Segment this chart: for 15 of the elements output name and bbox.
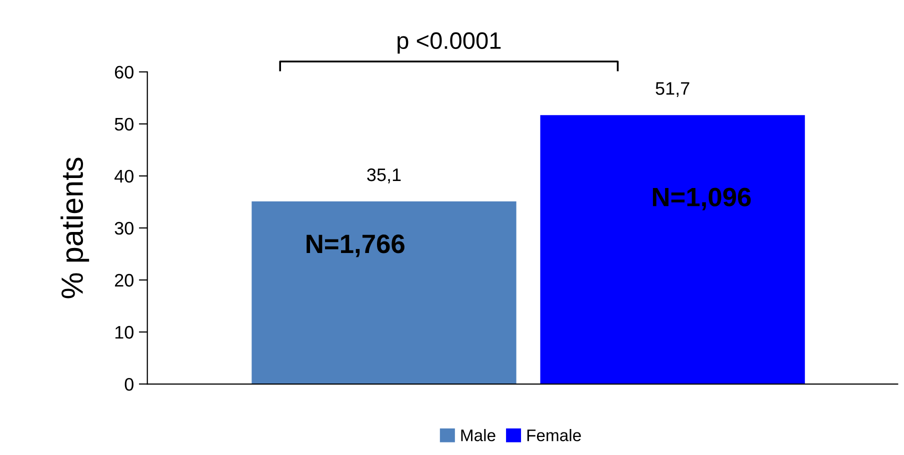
y-tick-label: 60: [114, 66, 134, 79]
y-tick-label: 0: [124, 378, 134, 391]
text: p <0.0001: [398, 32, 501, 54]
legend-label: Male: [461, 429, 496, 442]
legend-label: Female: [527, 429, 581, 442]
y-tick-label: 30: [114, 222, 134, 235]
data-label: 35,1: [367, 168, 401, 184]
y-tick-label: 10: [115, 326, 134, 339]
y-axis-title: % patients: [60, 158, 90, 298]
annotation: N=1,766: [306, 234, 404, 258]
y-tick-label: 50: [114, 118, 134, 131]
annotation: N=1,096: [652, 188, 751, 210]
y-tick-label: 40: [114, 170, 134, 183]
data-label: 51,7: [656, 82, 690, 97]
y-tick-label: 20: [114, 274, 134, 287]
